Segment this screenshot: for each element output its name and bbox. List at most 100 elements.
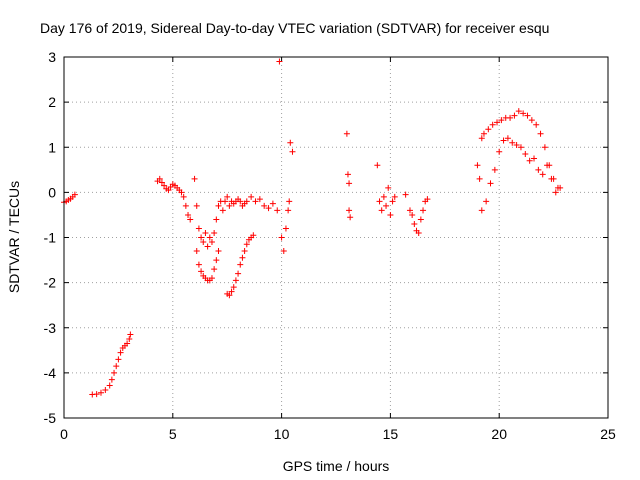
data-point bbox=[206, 234, 213, 241]
series-rise-1 bbox=[89, 331, 134, 398]
series-late-16 bbox=[402, 191, 431, 236]
data-point bbox=[344, 171, 351, 178]
data-point bbox=[387, 211, 394, 218]
series-late-10 bbox=[278, 139, 296, 255]
data-point bbox=[276, 58, 283, 65]
data-point bbox=[237, 198, 244, 205]
data-point bbox=[541, 144, 548, 151]
data-point bbox=[374, 162, 381, 169]
data-point bbox=[215, 248, 222, 255]
y-tick-label: -3 bbox=[44, 320, 57, 336]
x-tick-label: 5 bbox=[169, 426, 177, 442]
axis-ticks: 0 5 10 15 20 25 -5 -4 -3 -2 -1 0 1 2 3 bbox=[44, 49, 616, 442]
data-point bbox=[489, 121, 496, 128]
data-point bbox=[193, 202, 200, 209]
data-point bbox=[346, 180, 353, 187]
y-tick-label: 1 bbox=[48, 139, 56, 155]
series-evening-lower bbox=[478, 135, 564, 214]
data-point bbox=[485, 126, 492, 133]
data-point bbox=[200, 239, 207, 246]
data-point bbox=[500, 137, 507, 144]
data-point bbox=[513, 141, 520, 148]
y-tick-label: -1 bbox=[44, 230, 57, 246]
data-point bbox=[222, 198, 229, 205]
data-point bbox=[256, 196, 263, 203]
y-tick-label: 2 bbox=[48, 94, 56, 110]
y-tick-label: -2 bbox=[44, 275, 57, 291]
x-tick-label: 10 bbox=[274, 426, 290, 442]
data-point bbox=[524, 112, 531, 119]
data-point bbox=[526, 157, 533, 164]
data-point bbox=[515, 108, 522, 115]
data-point bbox=[385, 184, 392, 191]
data-point bbox=[498, 117, 505, 124]
data-point bbox=[417, 216, 424, 223]
data-point bbox=[187, 216, 194, 223]
data-point bbox=[241, 248, 248, 255]
data-point bbox=[124, 340, 131, 347]
data-point bbox=[278, 234, 285, 241]
data-point bbox=[280, 248, 287, 255]
data-point bbox=[106, 382, 113, 389]
data-point bbox=[202, 229, 209, 236]
data-point bbox=[544, 162, 551, 169]
data-point bbox=[528, 117, 535, 124]
data-point bbox=[261, 202, 268, 209]
data-point bbox=[494, 119, 501, 126]
data-point bbox=[282, 225, 289, 232]
data-point bbox=[511, 112, 518, 119]
data-point bbox=[97, 389, 104, 396]
data-point bbox=[406, 207, 413, 214]
data-point bbox=[127, 331, 134, 338]
data-point bbox=[533, 121, 540, 128]
series-dip-a bbox=[191, 175, 281, 250]
x-axis-label: GPS time / hours bbox=[283, 458, 390, 474]
data-point bbox=[476, 175, 483, 182]
y-tick-label: -4 bbox=[44, 365, 57, 381]
data-point bbox=[286, 198, 293, 205]
series-evening-upper bbox=[474, 108, 561, 191]
data-point bbox=[383, 202, 390, 209]
series-dip-c bbox=[224, 232, 257, 299]
data-point bbox=[243, 241, 250, 248]
data-point bbox=[182, 202, 189, 209]
data-point bbox=[248, 193, 255, 200]
data-point bbox=[239, 254, 246, 261]
data-point bbox=[380, 193, 387, 200]
data-point bbox=[243, 198, 250, 205]
data-point bbox=[191, 175, 198, 182]
data-point bbox=[204, 243, 211, 250]
data-point bbox=[415, 229, 422, 236]
data-point bbox=[198, 234, 205, 241]
data-point bbox=[232, 277, 239, 284]
data-point bbox=[480, 130, 487, 137]
data-point bbox=[531, 155, 538, 162]
data-point bbox=[224, 193, 231, 200]
y-tick-label: -5 bbox=[44, 410, 57, 426]
data-point bbox=[285, 207, 292, 214]
y-axis-label: SDTVAR / TECUs bbox=[6, 181, 22, 293]
data-point bbox=[535, 166, 542, 173]
data-point bbox=[478, 135, 485, 142]
data-point bbox=[287, 139, 294, 146]
data-point bbox=[211, 266, 218, 273]
data-point bbox=[228, 288, 235, 295]
data-point bbox=[269, 200, 276, 207]
data-point bbox=[520, 110, 527, 117]
x-tick-label: 0 bbox=[60, 426, 68, 442]
data-point bbox=[491, 166, 498, 173]
data-point bbox=[517, 144, 524, 151]
data-point bbox=[250, 232, 257, 239]
y-tick-label: 3 bbox=[48, 49, 56, 65]
data-point bbox=[274, 207, 281, 214]
data-point bbox=[208, 275, 215, 282]
data-point bbox=[474, 162, 481, 169]
data-point bbox=[237, 261, 244, 268]
data-point bbox=[215, 202, 222, 209]
data-point bbox=[376, 198, 383, 205]
data-point bbox=[346, 207, 353, 214]
data-point bbox=[226, 292, 233, 299]
data-point bbox=[378, 207, 385, 214]
data-point bbox=[178, 189, 185, 196]
